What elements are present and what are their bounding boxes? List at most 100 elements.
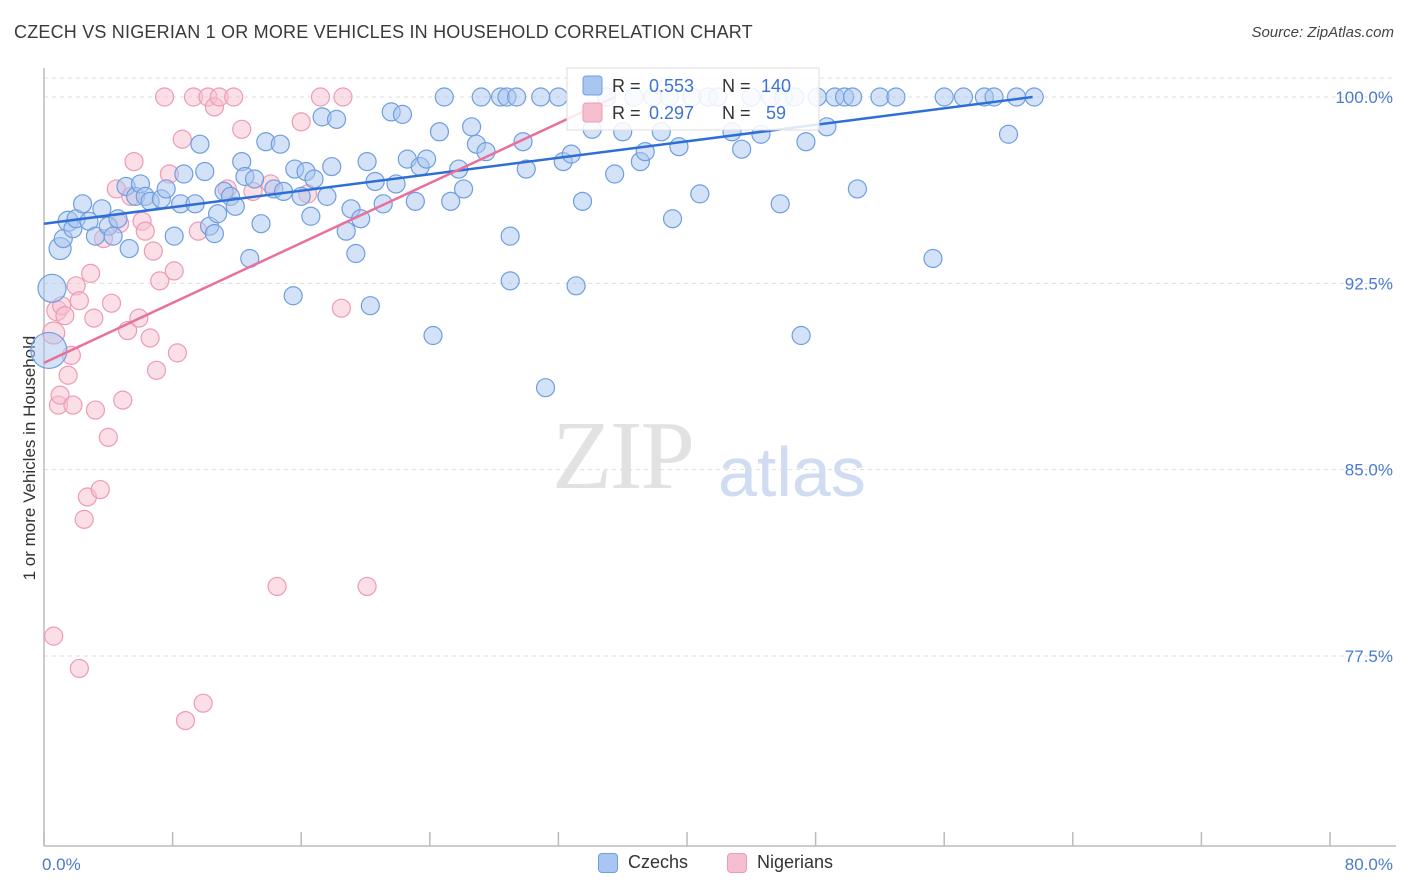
nigerians-swatch <box>727 852 747 873</box>
czech-point <box>156 179 176 199</box>
nigerian-point <box>124 151 144 172</box>
czech-point <box>429 122 450 142</box>
czech-point <box>566 276 586 296</box>
czech-point <box>103 226 123 246</box>
nigerian-point <box>167 343 188 363</box>
axes <box>43 68 1396 847</box>
nigerian-point <box>84 308 104 328</box>
legend-nigerian-swatch <box>582 102 603 123</box>
czech-point <box>434 87 454 107</box>
nigerian-point <box>193 693 213 713</box>
czech-point <box>416 149 437 169</box>
czech-point <box>423 325 443 346</box>
czech-point <box>817 117 837 137</box>
nigerian-point <box>113 390 133 410</box>
nigerian-point <box>310 87 331 107</box>
czech-point <box>270 134 290 154</box>
legend-czech-n-value: 140 <box>761 76 791 96</box>
nigerian-point <box>63 395 83 415</box>
czech-point <box>923 248 943 269</box>
chart-title: CZECH VS NIGERIAN 1 OR MORE VEHICLES IN … <box>14 22 753 42</box>
czech-point <box>500 271 520 291</box>
czech-point <box>119 238 139 259</box>
nigerian-points <box>42 87 377 731</box>
nigerian-point <box>44 626 64 646</box>
legend-nigerian-n-value: 59 <box>761 103 786 123</box>
x-tick-label-max: 80.0% <box>1345 855 1393 874</box>
y-tick-labels: 77.5% 85.0% 92.5% 100.0% <box>1335 88 1393 666</box>
nigerian-point <box>164 261 184 281</box>
legend-item-nigerians[interactable]: Nigerians <box>727 852 833 873</box>
x-tick-labels: 0.0% 80.0% <box>42 855 1393 874</box>
czech-point <box>405 191 425 211</box>
czech-point <box>605 164 625 184</box>
legend-czech-r-label: R = <box>612 76 641 96</box>
czech-point <box>244 169 265 189</box>
legend-czech-n-label: N = <box>722 76 751 96</box>
czech-point <box>92 199 112 219</box>
legend-czech-swatch <box>582 75 603 96</box>
y-tick-label: 77.5% <box>1345 647 1393 666</box>
czech-point <box>471 87 491 107</box>
y-tick-label: 92.5% <box>1345 274 1393 293</box>
czech-point <box>30 331 68 370</box>
y-tick-label: 100.0% <box>1335 88 1393 107</box>
czech-point <box>301 206 321 226</box>
czech-trend-line <box>43 95 1033 225</box>
legend-nigerian-r-value: 0.297 <box>649 103 694 123</box>
czech-point <box>842 87 863 107</box>
czechs-swatch <box>598 852 618 873</box>
nigerian-point <box>172 129 192 149</box>
czech-point <box>164 226 184 246</box>
nigerian-point <box>333 87 353 107</box>
nigerian-point <box>150 271 170 291</box>
legend-item-czechs[interactable]: Czechs <box>598 852 688 873</box>
czech-point <box>360 296 380 316</box>
nigerian-point <box>140 328 160 348</box>
nigerian-point <box>267 576 287 597</box>
watermark-zip: ZIP <box>552 402 695 510</box>
czech-point <box>531 87 551 107</box>
nigerian-point <box>74 509 94 529</box>
x-tick-label-min: 0.0% <box>42 855 81 874</box>
czech-point <box>326 109 347 129</box>
nigerian-point <box>50 385 70 405</box>
series-legend: Czechs Nigerians <box>0 852 1406 876</box>
czech-point <box>662 209 683 229</box>
czech-point <box>770 194 790 214</box>
legend-nigerian-n-label: N = <box>722 103 751 123</box>
czech-point <box>998 124 1019 144</box>
nigerian-point <box>90 479 110 500</box>
czech-point <box>174 164 194 184</box>
czech-point <box>357 151 377 172</box>
czech-point <box>322 156 342 177</box>
trend-lines <box>43 95 1033 364</box>
czech-point <box>796 132 816 152</box>
nigerian-point <box>331 298 351 318</box>
nigerian-trend-line <box>43 95 616 364</box>
czech-point <box>732 139 752 159</box>
czech-point <box>392 104 413 124</box>
czech-point <box>535 378 556 398</box>
nigerian-point <box>69 658 89 679</box>
czech-point <box>500 226 520 246</box>
watermark-atlas: atlas <box>718 433 866 511</box>
czech-point <box>204 224 224 244</box>
nigerian-point <box>291 112 311 132</box>
nigerian-point <box>98 427 118 447</box>
nigerian-point <box>224 87 244 107</box>
nigerian-point <box>232 119 252 139</box>
nigerian-point <box>143 241 163 261</box>
czech-point <box>190 134 210 154</box>
czech-point <box>934 87 954 107</box>
legend-czech-r-value: 0.553 <box>649 76 694 96</box>
czech-point <box>72 194 93 214</box>
nigerian-point <box>81 263 101 283</box>
czech-point <box>953 87 974 107</box>
czech-point <box>791 325 811 346</box>
nigerian-point <box>175 710 196 731</box>
czech-point <box>208 204 228 224</box>
czech-point <box>453 179 474 199</box>
czech-point <box>507 87 527 107</box>
